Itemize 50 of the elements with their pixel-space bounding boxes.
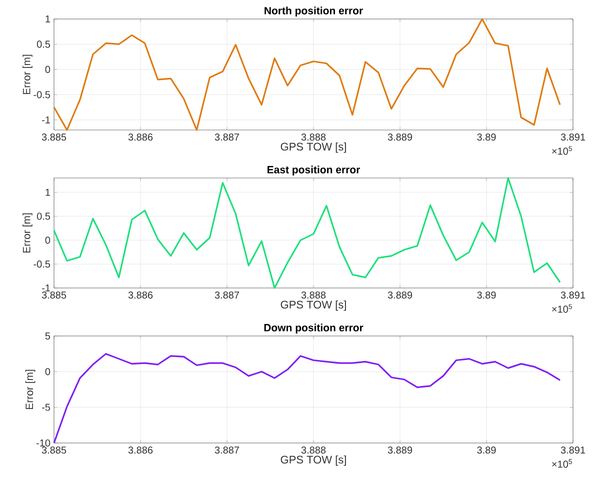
y-tick-label: -10	[36, 439, 50, 447]
x-tick-label: 3.889	[388, 292, 412, 299]
x-tick-label: 3.888	[301, 446, 326, 454]
y-tick-label: 0	[45, 66, 50, 73]
x-tick-label: 3.891	[560, 292, 586, 299]
y-axis-title: Error [m]	[25, 370, 36, 410]
x-tick-label: 3.885	[42, 292, 66, 299]
x-tick-label: 3.886	[128, 446, 153, 454]
y-tick-label: 0.5	[36, 212, 50, 220]
x-tick-label: 3.887	[214, 134, 240, 141]
x-tick-label: 3.885	[42, 446, 66, 454]
line-series	[53, 177, 561, 289]
chart-title: East position error	[268, 166, 360, 176]
x-tick-label: 3.89	[477, 446, 496, 454]
y-tick-label: -5	[42, 404, 50, 411]
y-tick-label: 1	[46, 16, 50, 22]
x-tick-label: 3.888	[301, 292, 326, 299]
x-tick-label: 3.885	[42, 134, 66, 141]
text: ×10$^{5}$	[552, 459, 572, 468]
y-tick-label: -1	[42, 284, 50, 292]
x-tick-label: 3.89	[477, 134, 496, 141]
y-tick-label: -1	[42, 116, 50, 124]
x-tick-label: 3.89	[477, 292, 496, 299]
x-tick-label: 3.889	[388, 134, 412, 141]
y-tick-label: -0.5	[34, 91, 50, 98]
text: ×10$^{5}$	[552, 304, 572, 313]
y-axis-title: Error [m]	[22, 213, 32, 253]
x-axis-title: GPS TOW [s]	[280, 142, 346, 153]
x-tick-label: 3.891	[560, 134, 586, 141]
y-tick-label: 5	[45, 332, 50, 340]
y-axis-title: Error [m]	[22, 54, 32, 94]
chart-title: Down position error	[264, 324, 364, 334]
x-tick-label: 3.886	[128, 292, 153, 299]
text: ×10$^{5}$	[552, 146, 572, 155]
line-series	[53, 353, 561, 444]
x-tick-label: 3.891	[560, 446, 586, 454]
y-tick-label: -0.5	[34, 260, 50, 268]
y-tick-label: 0	[45, 368, 50, 376]
x-tick-label: 3.889	[388, 446, 412, 454]
x-tick-label: 3.887	[214, 446, 240, 454]
line-series	[53, 18, 561, 131]
y-tick-label: 0	[45, 236, 50, 244]
y-tick-label: 0.5	[36, 40, 50, 48]
y-tick-label: 1	[46, 188, 50, 196]
chart-title: North position error	[264, 6, 363, 16]
x-axis-title: GPS TOW [s]	[280, 300, 346, 311]
x-tick-label: 3.888	[301, 134, 326, 141]
x-axis-title: GPS TOW [s]	[280, 455, 346, 466]
x-tick-label: 3.887	[214, 292, 240, 299]
x-tick-label: 3.886	[128, 134, 153, 141]
